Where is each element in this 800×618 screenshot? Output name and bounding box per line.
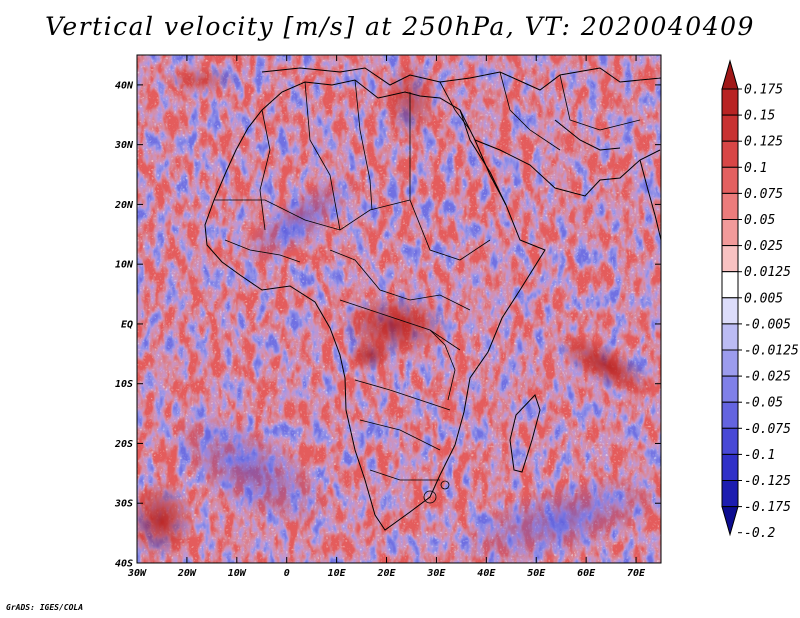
colorbar-label: 0.075 [744, 187, 783, 202]
colorbar-label: -0.1 [744, 448, 775, 463]
colorbar-segment [721, 271, 739, 299]
lat-tick-label: 30N [114, 140, 134, 151]
colorbar-segment [721, 88, 739, 116]
lon-tick-label: 20E [376, 568, 396, 579]
colorbar-label: 0.0125 [744, 265, 791, 280]
lat-tick-label: 20S [114, 439, 133, 450]
colorbar-label: -0.0125 [744, 344, 799, 359]
colorbar-arrow-top [721, 59, 739, 90]
colorbar-label: -0.005 [744, 317, 791, 332]
lat-tick-label: EQ [121, 319, 133, 330]
colorbar-label: 0.15 [744, 109, 775, 124]
coastlines [204, 67, 661, 531]
colorbar-label: 0.005 [744, 291, 783, 306]
lon-tick-label: 40E [477, 568, 496, 579]
colorbar-label: -0.125 [744, 474, 791, 489]
colorbar-label: 0.1 [744, 161, 767, 176]
colorbar-label: 0.125 [744, 135, 783, 150]
colorbar-arrow-bottom [721, 506, 739, 537]
arabia-coastline [474, 139, 661, 197]
colorbar-label: -0.2 [744, 526, 775, 541]
plot-frame [136, 54, 662, 564]
colorbar-segment [721, 166, 739, 194]
madagascar-coastline [509, 394, 541, 473]
lon-tick-label: 30W [127, 568, 147, 579]
velocity-field [137, 55, 661, 563]
colorbar-segment [721, 297, 739, 325]
lat-tick-label: 40S [115, 559, 133, 570]
lon-axis: 30W 20W 10W 0 10E 20E 30E 40E 50E 60E 70E [127, 55, 646, 579]
colorbar-label: -0.05 [744, 396, 783, 411]
lon-tick-label: 30E [426, 568, 446, 579]
map-title: Vertical velocity [m/s] at 250hPa, VT: 2… [45, 12, 755, 41]
lat-tick-label: 20N [114, 200, 134, 211]
india-coast [639, 159, 661, 241]
lon-tick-label: 20W [177, 568, 197, 579]
colorbar-segment [721, 219, 739, 247]
lon-tick-label: 10E [328, 568, 347, 579]
colorbar-segment [721, 427, 739, 455]
mediterranean-north-coast [261, 67, 661, 91]
africa-coastline [204, 79, 546, 531]
colorbar-label: -0.175 [744, 500, 791, 515]
lon-tick-label: 10W [228, 568, 247, 579]
colorbar-segment [721, 323, 739, 351]
lat-tick-label: 10N [115, 260, 134, 271]
colorbar-label: 0.05 [744, 213, 775, 228]
footer-credit: GrADS: IGES/COLA [6, 603, 84, 612]
colorbar-segment [721, 140, 739, 168]
country-borders [214, 71, 641, 504]
colorbar-label: 0.025 [744, 239, 783, 254]
colorbar-segment [721, 375, 739, 403]
colorbar-segment [721, 480, 739, 508]
colorbar: 0.175 0.15 0.125 0.1 0.075 0.05 0.025 0.0125 0.0… [721, 59, 799, 541]
persian-gulf [554, 119, 621, 151]
colorbar-segment [721, 192, 739, 220]
colorbar-label: 0.175 [744, 83, 783, 98]
lon-tick-label: 60E [577, 568, 596, 579]
colorbar-segment [721, 401, 739, 429]
colorbar-segment [721, 453, 739, 481]
lat-tick-label: 30S [114, 499, 133, 510]
red-sea [459, 109, 507, 206]
lat-axis: 40N 30N 20N 10N EQ 10S 20S 30S 40S [114, 80, 661, 570]
lon-tick-label: 0 [284, 568, 290, 579]
lat-tick-label: 40N [115, 80, 134, 91]
lon-tick-label: 50E [527, 568, 546, 579]
lat-tick-label: 10S [115, 379, 133, 390]
colorbar-segment [721, 114, 739, 142]
colorbar-label: -0.025 [744, 370, 791, 385]
colorbar-segment [721, 245, 739, 273]
colorbar-segment [721, 349, 739, 377]
colorbar-label: -0.075 [744, 422, 791, 437]
lon-tick-label: 70E [627, 568, 646, 579]
